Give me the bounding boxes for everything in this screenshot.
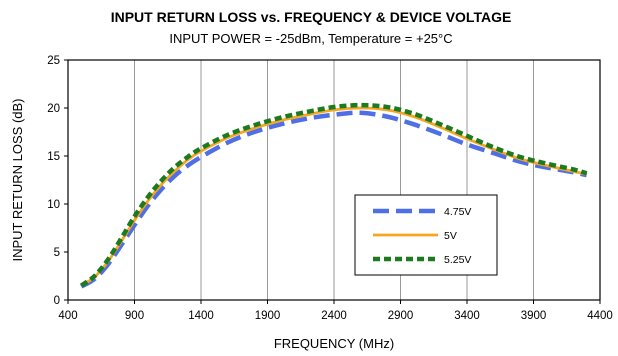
y-tick-label: 20 bbox=[47, 103, 60, 115]
x-tick-label: 3900 bbox=[521, 310, 547, 322]
chart-subtitle: INPUT POWER = -25dBm, Temperature = +25°… bbox=[169, 31, 452, 46]
chart-title: INPUT RETURN LOSS vs. FREQUENCY & DEVICE… bbox=[111, 9, 512, 25]
y-tick-label: 0 bbox=[54, 295, 60, 307]
y-tick-label: 10 bbox=[47, 199, 60, 211]
x-tick-label: 2900 bbox=[388, 310, 414, 322]
y-tick-label: 25 bbox=[47, 55, 60, 67]
tick-labels: 400 900 1400 1900 2400 2900 3400 3900 4400 0 5 10 15… bbox=[47, 55, 613, 322]
legend-label: 5.25V bbox=[444, 254, 471, 266]
series-line-4-75v bbox=[80, 110, 588, 289]
x-tick-label: 1400 bbox=[188, 310, 214, 322]
x-tick-label: 1900 bbox=[255, 310, 281, 322]
y-tick-label: 15 bbox=[47, 151, 60, 163]
grid bbox=[134, 60, 534, 300]
series-line-5-25v bbox=[79, 102, 588, 288]
x-tick-label: 3400 bbox=[454, 310, 480, 322]
x-tick-label: 400 bbox=[58, 310, 77, 322]
legend-label: 4.75V bbox=[444, 206, 471, 218]
x-axis-title: FREQUENCY (MHz) bbox=[274, 336, 394, 351]
legend: 4.75V 5V 5.25V bbox=[354, 194, 498, 276]
y-axis-title: INPUT RETURN LOSS (dB) bbox=[10, 98, 25, 261]
x-tick-label: 4400 bbox=[587, 310, 613, 322]
series-line-5v bbox=[80, 106, 587, 287]
x-tick-label: 900 bbox=[125, 310, 144, 322]
series-layer bbox=[79, 102, 588, 289]
legend-label: 5V bbox=[444, 230, 457, 242]
x-tick-label: 2400 bbox=[321, 310, 347, 322]
y-tick-label: 5 bbox=[54, 247, 60, 259]
